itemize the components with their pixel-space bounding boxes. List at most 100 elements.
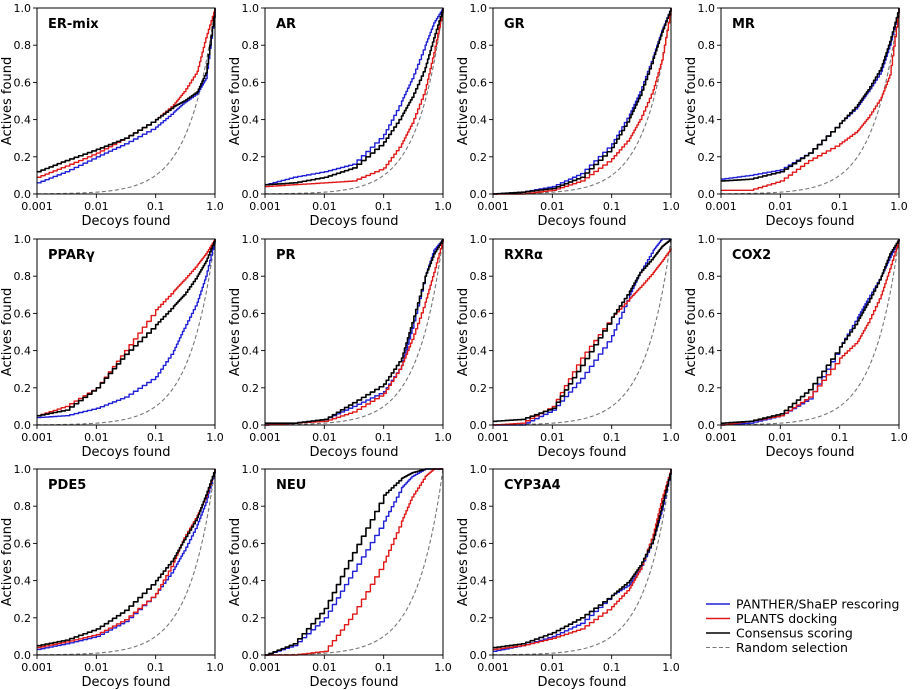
series-consensus <box>493 8 672 195</box>
panel-neu: 0.001 0.01 0.1 1.0 0.0 0.2 0.4 0.6 0.8 1.0 Decoys … <box>228 463 452 690</box>
series-plants <box>37 469 216 649</box>
x-axis-label: Decoys found <box>82 675 171 690</box>
y-tick-label: 1.0 <box>242 463 260 476</box>
series-plants <box>37 239 216 417</box>
series-consensus <box>493 469 672 649</box>
x-tick-label: 0.01 <box>312 661 337 674</box>
series-plants <box>493 8 672 195</box>
y-tick-label: 0.8 <box>242 270 260 283</box>
series-plants <box>265 239 444 426</box>
series-panther <box>493 238 671 426</box>
x-tick-label: 1.0 <box>890 200 908 213</box>
y-tick-label: 0.2 <box>470 612 488 625</box>
y-tick-label: 0.8 <box>242 500 260 513</box>
panel-title: PR <box>276 248 296 263</box>
series-random-selection <box>264 468 444 656</box>
plot-frame <box>36 238 216 426</box>
y-axis-label: Actives found <box>684 57 699 145</box>
x-tick-label: 0.001 <box>249 431 281 444</box>
series-random-selection <box>36 7 216 195</box>
y-tick-label: 0.4 <box>470 114 488 127</box>
panel-rxr-: 0.001 0.01 0.1 1.0 0.0 0.2 0.4 0.6 0.8 1.0 Decoys … <box>456 233 680 460</box>
y-tick-label: 0.6 <box>698 76 716 89</box>
x-tick-label: 0.01 <box>312 200 337 213</box>
y-tick-label: 0.6 <box>470 537 488 550</box>
y-tick-label: 0.4 <box>242 114 260 127</box>
x-tick-label: 0.001 <box>477 200 509 213</box>
series-plants <box>721 239 900 426</box>
y-tick-label: 0.6 <box>242 307 260 320</box>
x-tick-label: 0.01 <box>312 431 337 444</box>
legend-label-random: Random selection <box>736 640 848 655</box>
x-tick-label: 1.0 <box>662 661 680 674</box>
y-tick-label: 0.0 <box>14 419 32 432</box>
panel-title: ER-mix <box>48 17 99 32</box>
y-tick-label: 0.8 <box>14 500 32 513</box>
x-axis-label: Decoys found <box>310 214 399 229</box>
legend-label-consensus: Consensus scoring <box>736 626 853 641</box>
series-consensus <box>265 8 444 186</box>
y-tick-label: 0.0 <box>470 188 488 201</box>
series-random-selection <box>36 468 216 656</box>
panel-title: GR <box>504 17 525 32</box>
series-consensus <box>37 8 216 173</box>
plot-frame <box>492 238 672 426</box>
y-tick-label: 0.4 <box>470 345 488 358</box>
x-tick-label: 1.0 <box>434 661 452 674</box>
y-tick-label: 0.2 <box>470 151 488 164</box>
series-random-selection <box>720 7 900 195</box>
y-tick-label: 0.4 <box>242 575 260 588</box>
y-tick-label: 0.6 <box>470 307 488 320</box>
x-axis-label: Decoys found <box>82 445 171 460</box>
plot-frame <box>36 7 216 195</box>
x-tick-label: 0.001 <box>21 661 53 674</box>
y-axis-label: Actives found <box>228 57 243 145</box>
series-consensus <box>721 8 900 182</box>
series-consensus <box>37 239 216 417</box>
x-tick-label: 0.001 <box>477 661 509 674</box>
x-tick-label: 0.1 <box>603 431 621 444</box>
series-consensus <box>265 239 444 424</box>
x-axis-label: Decoys found <box>538 214 627 229</box>
y-tick-label: 0.4 <box>14 575 32 588</box>
y-tick-label: 0.4 <box>242 345 260 358</box>
panel-title: NEU <box>276 478 306 493</box>
plot-frame <box>720 238 900 426</box>
x-tick-label: 1.0 <box>206 200 224 213</box>
x-tick-label: 0.1 <box>147 200 165 213</box>
series-plants <box>493 248 672 426</box>
series-consensus <box>493 239 672 423</box>
x-tick-label: 0.1 <box>147 661 165 674</box>
x-tick-label: 0.001 <box>249 200 281 213</box>
y-tick-label: 0.6 <box>242 537 260 550</box>
plot-frame <box>264 238 444 426</box>
y-tick-label: 0.0 <box>242 188 260 201</box>
series-plants <box>493 469 672 651</box>
series-random-selection <box>492 468 672 656</box>
y-tick-label: 0.6 <box>470 76 488 89</box>
y-tick-label: 0.8 <box>470 270 488 283</box>
x-axis-label: Decoys found <box>538 675 627 690</box>
series-panther <box>493 8 672 195</box>
x-tick-label: 0.001 <box>705 200 737 213</box>
x-tick-label: 1.0 <box>206 431 224 444</box>
plot-frame <box>264 468 444 656</box>
plot-frame <box>264 7 444 195</box>
x-tick-label: 0.01 <box>540 661 565 674</box>
series-plants <box>265 8 444 188</box>
y-tick-label: 0.2 <box>14 382 32 395</box>
x-tick-label: 1.0 <box>890 431 908 444</box>
x-tick-label: 0.1 <box>603 200 621 213</box>
y-tick-label: 0.8 <box>698 270 716 283</box>
y-tick-label: 0.6 <box>698 307 716 320</box>
panel-cyp3a4: 0.001 0.01 0.1 1.0 0.0 0.2 0.4 0.6 0.8 1.0 Decoys … <box>456 463 680 690</box>
y-tick-label: 0.2 <box>242 151 260 164</box>
x-tick-label: 1.0 <box>662 200 680 213</box>
x-axis-label: Decoys found <box>310 445 399 460</box>
x-axis-label: Decoys found <box>310 675 399 690</box>
panel-title: CYP3A4 <box>504 478 561 493</box>
panel-title: COX2 <box>732 248 771 263</box>
x-tick-label: 0.01 <box>84 661 109 674</box>
y-axis-label: Actives found <box>684 288 699 376</box>
y-tick-label: 1.0 <box>14 233 32 246</box>
